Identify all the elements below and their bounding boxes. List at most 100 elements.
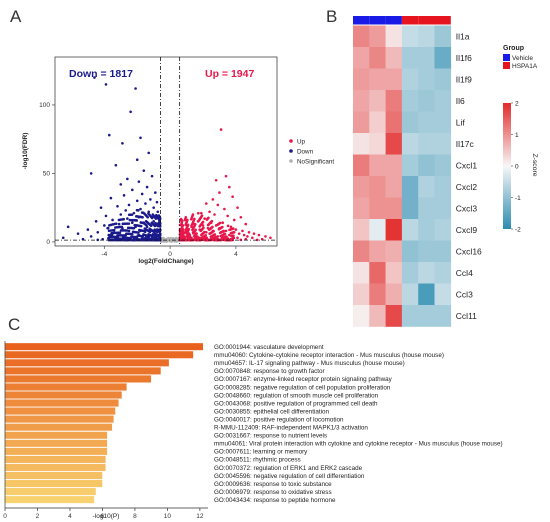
- heatmap-row-label: Ccl3: [456, 289, 473, 299]
- volcano-y-tick-label: 50: [43, 170, 51, 177]
- volcano-point-up: [206, 223, 210, 227]
- volcano-point-down: [130, 221, 134, 225]
- heatmap-cell: [353, 154, 370, 177]
- volcano-point-up: [196, 220, 200, 223]
- enrichment-term-label: GO:0009636: response to toxic substance: [214, 481, 332, 488]
- enrichment-term-label: GO:0045596: negative regulation of cell …: [214, 473, 365, 480]
- volcano-point-down: [119, 213, 123, 216]
- volcano-point-down: [142, 169, 146, 172]
- enrichment-bar: [4, 358, 170, 367]
- heatmap-cell: [401, 68, 419, 91]
- heatmap-cell: [401, 240, 419, 263]
- heatmap-cell: [369, 305, 386, 327]
- heatmap-cell: [401, 154, 419, 177]
- volcano-point-down: [154, 224, 157, 227]
- heatmap-cell: [418, 25, 435, 48]
- enrichment-bar: [4, 447, 108, 456]
- heatmap-cell: [418, 68, 435, 91]
- volcano-point-up: [216, 203, 220, 207]
- volcano-point-up: [226, 214, 229, 218]
- volcano-point-down: [112, 231, 116, 234]
- volcano-point-down: [142, 221, 146, 225]
- volcano-point-up: [221, 236, 225, 240]
- volcano-point-down: [89, 235, 93, 238]
- volcano-point-up: [193, 222, 197, 226]
- enrichment-term-label: GO:0070372: regulation of ERK1 and ERK2 …: [214, 465, 363, 472]
- panel-letter-a: A: [10, 7, 22, 26]
- volcano-point-up: [231, 235, 234, 238]
- volcano-point-up: [204, 202, 208, 205]
- volcano-point-down: [116, 204, 119, 208]
- volcano-point-down: [137, 209, 140, 212]
- volcano-point-down: [93, 76, 96, 79]
- volcano-point-down: [107, 133, 111, 137]
- volcano-point-down: [154, 191, 157, 194]
- panel-letter-b: B: [326, 7, 337, 26]
- enrichment-term-label: mmu04061: Viral protein interaction with…: [214, 441, 503, 448]
- volcano-point-up: [190, 225, 193, 229]
- down-count-annotation: Down = 1817: [69, 68, 133, 80]
- volcano-point-up: [208, 232, 211, 235]
- volcano-point-down: [127, 222, 131, 225]
- enrichment-term-label: GO:0040017: positive regulation of locom…: [214, 416, 344, 423]
- colorbar-tick-label: 1: [515, 132, 519, 139]
- enrichment-term-label: mmu04060: Cytokine-cytokine receptor int…: [214, 352, 444, 359]
- heatmap-cell: [369, 197, 386, 220]
- heatmap-cell: [418, 176, 435, 198]
- heatmap-cell: [353, 197, 370, 220]
- heatmap-cell: [369, 25, 386, 48]
- volcano-point-down: [146, 215, 150, 219]
- volcano-point-down: [135, 158, 139, 162]
- group-annotation-cell: [418, 16, 435, 25]
- heatmap-cell: [385, 197, 403, 220]
- volcano-point-down: [121, 226, 124, 230]
- volcano-point-up: [242, 233, 246, 237]
- volcano-point-down: [135, 219, 139, 222]
- enrichment-bar: [4, 366, 162, 375]
- heatmap-cell: [401, 47, 419, 69]
- volcano-legend-label: NoSignificant: [297, 159, 334, 166]
- volcano-point-up: [228, 233, 231, 237]
- bar-x-tick-label: 12: [196, 513, 204, 520]
- heatmap-cell: [385, 262, 403, 284]
- heatmap-row-label: Il1a: [456, 31, 470, 41]
- volcano-point-up: [232, 218, 236, 222]
- group-annotation-cell: [369, 16, 386, 25]
- volcano-point-up: [209, 236, 213, 240]
- heatmap-cell: [353, 305, 370, 327]
- volcano-point-down: [147, 210, 151, 214]
- volcano-point-up: [184, 228, 188, 232]
- volcano-point-down: [124, 209, 128, 212]
- enrichment-bar: [4, 350, 194, 359]
- heatmap-cell: [385, 47, 403, 69]
- heatmap-cell: [401, 90, 419, 112]
- volcano-point-up: [216, 235, 220, 238]
- volcano-point-up: [200, 236, 204, 239]
- heatmap-cell: [434, 262, 452, 284]
- heatmap-cell: [401, 25, 419, 48]
- volcano-point-down: [137, 180, 141, 183]
- volcano-point-down: [114, 222, 118, 225]
- volcano-point-up: [189, 217, 193, 221]
- heatmap-cell: [369, 90, 386, 112]
- volcano-point-down: [147, 233, 151, 237]
- volcano-point-up: [211, 229, 215, 233]
- heatmap-cell: [401, 133, 419, 155]
- heatmap-cell: [434, 25, 452, 48]
- volcano-point-down: [121, 141, 124, 145]
- volcano-point-up: [228, 185, 231, 189]
- volcano-x-axis-label: log2(FoldChange): [138, 258, 193, 265]
- heatmap-cell: [385, 133, 403, 155]
- heatmap-cell: [434, 176, 452, 198]
- heatmap-row-label: Cxcl16: [456, 246, 482, 256]
- volcano-point-up: [244, 222, 248, 226]
- group-annotation-cell: [353, 16, 370, 25]
- volcano-point-up: [229, 237, 233, 241]
- enrichment-bar: [4, 495, 95, 504]
- volcano-point-down: [132, 236, 136, 240]
- enrichment-bar: [4, 479, 103, 488]
- volcano-point-down: [149, 229, 152, 233]
- volcano-point-down: [122, 217, 125, 221]
- volcano-point-up: [214, 224, 218, 227]
- group-annotation-cell: [401, 16, 419, 25]
